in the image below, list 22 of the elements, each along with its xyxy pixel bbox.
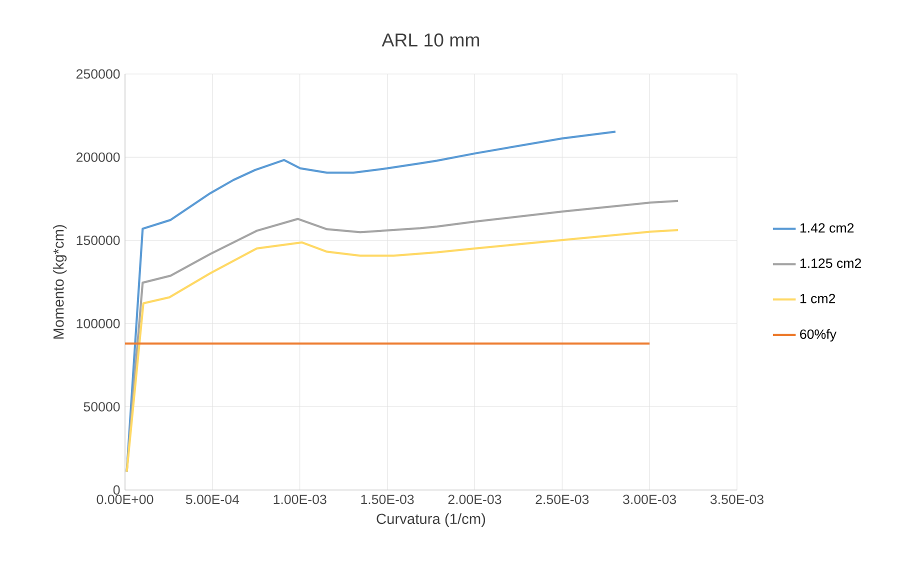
x-tick-label: 1.00E-03 — [274, 494, 326, 504]
legend-label: 1 cm2 — [800, 294, 836, 304]
y-tick-label: 150000 — [76, 236, 120, 246]
line-series — [126, 130, 617, 473]
x-tick-label: 3.00E-03 — [623, 494, 676, 504]
y-tick-label: 250000 — [76, 69, 120, 79]
y-tick-label: 0 — [113, 485, 120, 495]
x-tick-label: 2.00E-03 — [448, 494, 502, 504]
legend-label: 60%fy — [800, 329, 836, 342]
x-tick-label: 1.50E-03 — [361, 494, 414, 504]
y-tick-label: 50000 — [84, 402, 120, 412]
x-tick-label: 5.00E-04 — [186, 494, 240, 504]
x-tick-label: 3.50E-03 — [710, 494, 764, 504]
chart-title: ARL 10 mm — [382, 33, 480, 47]
legend-label: 1.42 cm2 — [800, 223, 854, 233]
x-tick-label: 0.00E+00 — [96, 494, 154, 504]
x-axis-title: Curvatura (1/cm) — [376, 513, 486, 527]
y-tick-label: 200000 — [76, 152, 120, 162]
x-tick-label: 2.50E-03 — [536, 494, 589, 504]
y-axis-title: Momento (kg*cm) — [52, 225, 67, 339]
y-tick-label: 100000 — [76, 318, 120, 328]
legend-label: 1.125 cm2 — [800, 258, 862, 268]
